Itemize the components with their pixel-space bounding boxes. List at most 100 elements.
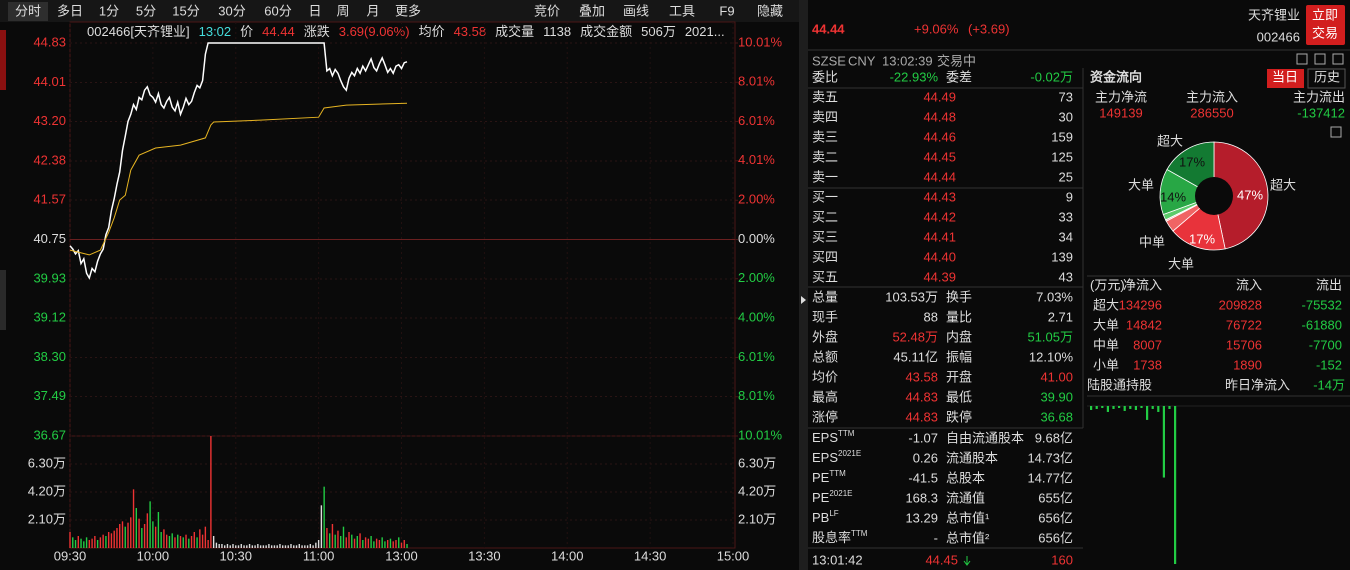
table-head: 流出	[1316, 277, 1342, 292]
icon[interactable]	[1332, 53, 1344, 65]
y2-tick-label: 8.01%	[738, 74, 775, 89]
tool[interactable]: 画线	[623, 3, 649, 18]
fund-value: 656亿	[1038, 510, 1073, 525]
volume-bar	[138, 518, 140, 548]
book-label: 买四	[812, 249, 838, 264]
tab[interactable]: 周	[336, 3, 349, 18]
fund-value: 9.68亿	[1035, 430, 1073, 445]
info-item: 13:02	[199, 24, 232, 39]
info-item: 3.69(9.06%)	[339, 24, 410, 39]
book-volume: 159	[1051, 129, 1073, 144]
pie-hole	[1195, 177, 1233, 215]
plot-frame	[69, 21, 736, 549]
volume-bar	[403, 540, 405, 548]
table-value: -152	[1316, 357, 1342, 372]
history-tab[interactable]	[1307, 68, 1346, 89]
tool[interactable]: 竞价	[534, 3, 560, 18]
book-price: 44.39	[923, 269, 956, 284]
volume-bar	[262, 545, 265, 548]
trade-button[interactable]	[1306, 5, 1345, 45]
tool[interactable]: 隐藏	[757, 3, 783, 18]
hk-bar	[1118, 406, 1121, 408]
section-title: 资金流向	[1090, 69, 1142, 84]
volume-bar	[337, 530, 339, 548]
volume-bar	[315, 542, 317, 548]
hk-bar	[1174, 406, 1177, 565]
info-item: 506万	[641, 24, 676, 39]
x-tick-label: 10:00	[137, 548, 170, 563]
volume-bar	[116, 528, 118, 548]
volume-bar	[353, 538, 356, 548]
tab[interactable]: 多日	[57, 3, 83, 18]
volume-bar	[135, 508, 137, 548]
tab[interactable]: 月	[366, 3, 379, 18]
y-tick-label: 42.38	[33, 152, 66, 167]
volume-bar	[132, 489, 135, 548]
tab[interactable]: 历史	[1314, 69, 1340, 84]
book-price: 44.45	[923, 149, 956, 164]
stat-value: 45.11亿	[893, 349, 938, 364]
volume-bar	[326, 528, 328, 548]
hk-bar	[1146, 406, 1149, 420]
volume-bar	[340, 536, 342, 548]
volume-bar	[284, 545, 287, 548]
fund-label: 流通值	[946, 490, 985, 505]
volume-bar	[141, 528, 143, 548]
fund-label: 流通股本	[946, 450, 998, 465]
tab[interactable]: 30分	[218, 3, 245, 18]
tab[interactable]: 更多	[395, 3, 421, 18]
toolbar-bg	[0, 0, 800, 22]
y-tick-label: 44.01	[33, 74, 66, 89]
tab[interactable]: 15分	[172, 3, 199, 18]
tab[interactable]: 当日	[1272, 69, 1298, 84]
info-item: 成交金额	[580, 24, 632, 39]
volume-bar	[251, 545, 254, 548]
fund-value: -1.07	[908, 430, 938, 445]
icon[interactable]	[1314, 53, 1326, 65]
meta: 13:02:39	[882, 53, 933, 68]
tab[interactable]: 1分	[99, 3, 119, 18]
tab[interactable]: 5分	[136, 3, 156, 18]
info-item: 2021...	[685, 24, 725, 39]
volume-bar	[246, 545, 248, 548]
meta: SZSE	[812, 53, 846, 68]
fund-label: EPSTTM	[812, 429, 855, 445]
stat-value: 7.03%	[1036, 289, 1073, 304]
fund-value: 13.29	[905, 510, 938, 525]
tab[interactable]: 日	[308, 3, 321, 18]
hk-bar	[1123, 406, 1126, 411]
volume-bar	[119, 524, 121, 548]
stat-value: 43.58	[905, 369, 938, 384]
tool[interactable]: 工具	[669, 3, 695, 18]
volume-bar	[210, 436, 212, 548]
tab[interactable]: 分时	[15, 3, 41, 18]
hk-bar	[1157, 406, 1160, 412]
fund-value: 0.26	[913, 450, 938, 465]
icon[interactable]	[1296, 53, 1308, 65]
book-price: 44.41	[923, 229, 956, 244]
stat-value: 51.05万	[1027, 329, 1073, 344]
tab[interactable]: 60分	[264, 3, 291, 18]
volume-bar	[276, 545, 278, 548]
info-item: 44.44	[262, 24, 295, 39]
volume-bar	[254, 545, 256, 548]
volume-bar	[375, 538, 378, 548]
stat-value: 41.00	[1040, 369, 1073, 384]
collapse-arrow[interactable]	[801, 296, 806, 304]
volume-tick-label: 6.30万	[28, 455, 66, 470]
pie-label: 中单	[1139, 234, 1165, 249]
flow-value: -137412	[1297, 105, 1345, 120]
volume-bar	[152, 521, 154, 548]
divider[interactable]	[799, 0, 808, 570]
volume-bar	[124, 526, 126, 548]
volume-bar	[273, 545, 276, 548]
hk-bar	[1162, 406, 1165, 478]
help-icon[interactable]	[1330, 126, 1342, 138]
tool[interactable]: F9	[719, 3, 734, 18]
today-tab[interactable]	[1267, 69, 1304, 88]
y-tick-label: 40.75	[33, 231, 66, 246]
volume-bar	[257, 544, 259, 548]
volume-bar	[177, 534, 179, 548]
volume-bar	[105, 536, 107, 548]
tool[interactable]: 叠加	[579, 3, 605, 18]
